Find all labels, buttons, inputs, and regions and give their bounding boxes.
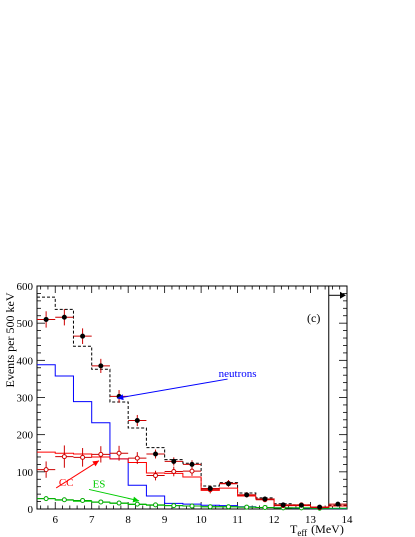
total-data-point [134, 418, 140, 424]
total-data-point [225, 481, 231, 487]
x-axis-label-sub: eff [297, 528, 307, 537]
annotation-arrow-es [88, 488, 140, 502]
cc-data-point [134, 455, 140, 461]
panel-label: (c) [307, 311, 320, 325]
cc-data-point [171, 468, 177, 474]
x-axis-label-main: T [290, 522, 298, 536]
cc-data-point [98, 451, 104, 457]
x-axis-label: Teff (MeV) [290, 522, 344, 537]
total-data-point [280, 502, 286, 508]
x-tick-label: 7 [89, 514, 95, 526]
cc-data-point [80, 454, 86, 460]
y-tick-label: 0 [28, 504, 34, 516]
x-tick-label: 14 [342, 514, 354, 526]
cc-data-point [189, 468, 195, 474]
es-data-point [61, 497, 67, 503]
x-tick-label: 9 [162, 514, 168, 526]
annotations: neutrons CC ES [55, 368, 257, 503]
es-data-point [43, 496, 49, 502]
annotation-arrowhead-cc [92, 460, 99, 467]
es-data-point [134, 501, 140, 507]
total-data-point [61, 314, 67, 320]
x-tick-label: 10 [196, 514, 208, 526]
plot-frame: 6 7 8 9 10 11 12 13 14 0 100 200 300 400 500 600 [17, 281, 354, 526]
es-data-point [80, 497, 86, 503]
y-tick-label: 500 [17, 318, 34, 330]
x-tick-label: 6 [52, 514, 58, 526]
annotation-arrowhead-es [132, 496, 140, 503]
total-data-point [207, 486, 213, 492]
annotation-label-es: ES [93, 478, 106, 490]
total-data-point [171, 458, 177, 464]
cc-data-point [43, 467, 49, 473]
total-data-point [262, 496, 268, 502]
y-tick-label: 200 [17, 430, 34, 442]
total-data-point [335, 501, 341, 507]
es-data-point [116, 500, 122, 506]
cc-data-point [61, 454, 67, 460]
total-data-point [153, 451, 159, 457]
histogram-neutrons [37, 364, 347, 510]
y-tick-label: 600 [17, 281, 34, 293]
es-data-point [244, 504, 250, 510]
total-data-point [317, 504, 323, 510]
x-tick-label: 12 [269, 514, 280, 526]
x-tick-label: 11 [232, 514, 243, 526]
annotation-label-neutrons: neutrons [219, 368, 257, 380]
svg-text:Teff(MeV): Teff (MeV) [290, 522, 344, 537]
total-data-point [80, 333, 86, 339]
annotation-arrow-cc [55, 460, 100, 489]
es-data-point [189, 503, 195, 509]
es-data-point [262, 505, 268, 511]
x-tick-label: 13 [305, 514, 317, 526]
es-data-point [153, 502, 159, 508]
y-axis-label: Events per 500 keV [3, 292, 17, 387]
es-data-point [225, 504, 231, 510]
cc-data-point [116, 450, 122, 456]
y-tick-label: 300 [17, 393, 34, 405]
total-data-point [298, 502, 304, 508]
x-axis-label-unit: (MeV) [311, 522, 344, 536]
annotation-arrow-neutrons [117, 378, 228, 399]
histograms [37, 296, 347, 510]
es-data-point [207, 504, 213, 510]
threshold-arrow-head [340, 291, 346, 299]
total-data-point [98, 363, 104, 369]
annotation-arrowhead-neutrons [117, 394, 124, 401]
total-data-point [43, 316, 49, 322]
es-data-point [98, 499, 104, 505]
es-data-point [171, 503, 177, 509]
x-tick-label: 8 [125, 514, 131, 526]
y-tick-label: 100 [17, 467, 34, 479]
annotation-label-cc: CC [59, 477, 74, 489]
data-points [37, 309, 347, 511]
cc-data-point [153, 473, 159, 479]
total-data-point [244, 492, 250, 498]
total-data-point [189, 461, 195, 467]
y-tick-label: 400 [17, 355, 34, 367]
